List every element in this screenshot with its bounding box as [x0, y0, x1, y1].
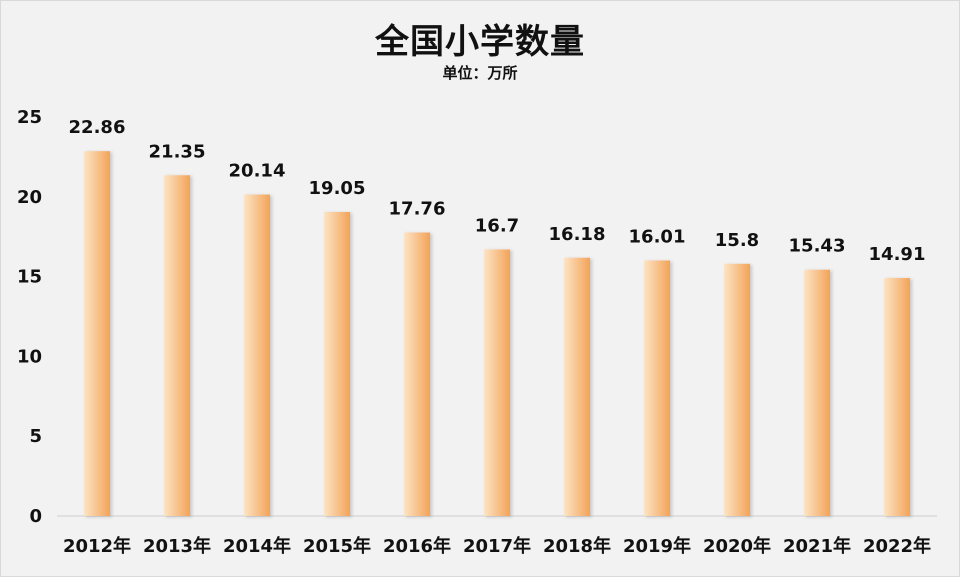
- bar-2016年: [404, 232, 430, 516]
- data-label: 15.8: [715, 230, 759, 251]
- data-label: 22.86: [69, 117, 126, 138]
- x-tick-label: 2017年: [463, 535, 531, 557]
- x-tick-label: 2021年: [783, 535, 851, 557]
- bar-2013年: [164, 175, 190, 516]
- data-label: 19.05: [309, 178, 366, 199]
- y-tick-label: 5: [29, 426, 42, 447]
- data-label: 14.91: [869, 244, 926, 265]
- y-tick-label: 0: [29, 506, 42, 527]
- bar-2021年: [804, 269, 830, 516]
- y-axis: 0 5 10 15 20 25: [17, 107, 42, 527]
- chart-title: 全国小学数量: [375, 22, 585, 62]
- data-label: 15.43: [789, 236, 846, 257]
- data-label: 16.7: [475, 215, 519, 236]
- bars: 22.86 21.35 20.14 19.05 17.76 16.7 16.18 16.01 1…: [69, 117, 926, 516]
- y-tick-label: 15: [17, 267, 42, 288]
- y-tick-label: 20: [17, 187, 42, 208]
- data-label: 20.14: [229, 161, 286, 182]
- x-tick-label: 2012年: [63, 535, 131, 557]
- bar-2022年: [884, 278, 910, 516]
- data-label: 16.18: [549, 224, 606, 245]
- bar-2012年: [84, 151, 110, 516]
- x-tick-label: 2013年: [143, 535, 211, 557]
- x-tick-label: 2014年: [223, 535, 291, 557]
- data-label: 16.01: [629, 226, 686, 247]
- bar-2017年: [484, 249, 510, 516]
- x-tick-label: 2020年: [703, 535, 771, 557]
- bar-2020年: [724, 263, 750, 516]
- chart-subtitle: 单位：万所: [442, 64, 518, 82]
- bar-2019年: [644, 260, 670, 516]
- bar-2018年: [564, 257, 590, 516]
- y-tick-label: 25: [17, 107, 42, 128]
- x-tick-label: 2015年: [303, 535, 371, 557]
- x-tick-label: 2022年: [863, 535, 931, 557]
- x-tick-label: 2019年: [623, 535, 691, 557]
- bar-2014年: [244, 194, 270, 516]
- data-label: 21.35: [149, 141, 206, 162]
- bar-2015年: [324, 211, 350, 516]
- x-axis: 2012年 2013年 2014年 2015年 2016年 2017年 2018年 2019年…: [63, 535, 931, 557]
- x-tick-label: 2018年: [543, 535, 611, 557]
- data-label: 17.76: [389, 199, 446, 220]
- y-tick-label: 10: [17, 346, 42, 367]
- x-tick-label: 2016年: [383, 535, 451, 557]
